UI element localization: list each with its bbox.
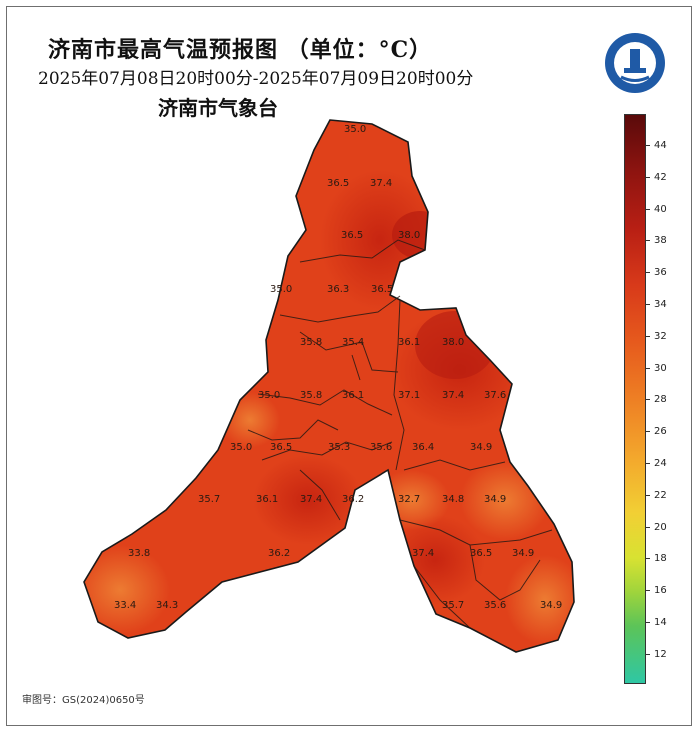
legend-tick-label: 32 xyxy=(646,331,667,342)
legend-tick-label: 44 xyxy=(646,140,667,151)
legend-tick-label: 24 xyxy=(646,458,667,469)
temperature-label: 35.3 xyxy=(328,442,350,453)
temperature-label: 36.1 xyxy=(342,390,364,401)
temperature-label: 37.4 xyxy=(412,548,434,559)
temperature-label: 35.0 xyxy=(258,390,280,401)
figure-frame xyxy=(6,6,692,726)
temperature-label: 34.3 xyxy=(156,600,178,611)
temperature-label: 34.8 xyxy=(442,494,464,505)
temperature-label: 37.4 xyxy=(370,178,392,189)
temperature-label: 34.9 xyxy=(470,442,492,453)
county-boundaries xyxy=(247,239,553,629)
temperature-label: 35.6 xyxy=(370,442,392,453)
temperature-label: 34.9 xyxy=(484,494,506,505)
legend-tick-label: 34 xyxy=(646,299,667,310)
temperature-label: 36.1 xyxy=(256,494,278,505)
temperature-labels: 35.0 36.5 37.4 36.5 38.0 35.0 36.3 36.5 35.8 35.4… xyxy=(114,124,562,611)
temperature-label: 33.4 xyxy=(114,600,136,611)
temperature-field xyxy=(84,120,574,652)
temperature-label: 35.6 xyxy=(484,600,506,611)
color-legend-bar xyxy=(624,114,646,684)
map-approval-number: 审图号：GS(2024)0650号 xyxy=(22,695,145,706)
legend-tick-label: 18 xyxy=(646,553,667,564)
temperature-label: 36.3 xyxy=(327,284,349,295)
temperature-label: 35.4 xyxy=(342,337,364,348)
temperature-label: 36.4 xyxy=(412,442,434,453)
legend-tick-label: 28 xyxy=(646,394,667,405)
forecast-period: 2025年07月08日20时00分-2025年07月09日20时00分 xyxy=(38,69,474,89)
legend-tick-label: 36 xyxy=(646,267,667,278)
temperature-label: 37.4 xyxy=(442,390,464,401)
legend-tick-label: 30 xyxy=(646,363,667,374)
temperature-label: 32.7 xyxy=(398,494,420,505)
legend-tick-label: 12 xyxy=(646,649,667,660)
temperature-label: 36.5 xyxy=(341,230,363,241)
temperature-label: 36.2 xyxy=(268,548,290,559)
temperature-label: 35.0 xyxy=(270,284,292,295)
legend-tick-label: 20 xyxy=(646,522,667,533)
issuing-organization: 济南市气象台 xyxy=(158,96,278,120)
temperature-label: 34.9 xyxy=(540,600,562,611)
temperature-label: 37.6 xyxy=(484,390,506,401)
temperature-label: 36.2 xyxy=(342,494,364,505)
temperature-label: 36.1 xyxy=(398,337,420,348)
legend-tick-label: 26 xyxy=(646,426,667,437)
legend-ticks: 44 42 40 38 36 34 32 30 28 26 24 22 20 18 16 14 12 xyxy=(646,114,676,684)
temperature-label: 37.4 xyxy=(300,494,322,505)
legend-tick-label: 14 xyxy=(646,617,667,628)
legend-tick-label: 40 xyxy=(646,204,667,215)
temperature-label: 33.8 xyxy=(128,548,150,559)
temperature-label: 35.7 xyxy=(198,494,220,505)
temperature-label: 36.5 xyxy=(470,548,492,559)
bureau-logo-icon xyxy=(605,33,665,93)
temperature-label: 34.9 xyxy=(512,548,534,559)
legend-tick-label: 42 xyxy=(646,172,667,183)
temperature-label: 36.5 xyxy=(327,178,349,189)
temperature-label: 36.5 xyxy=(371,284,393,295)
temperature-label: 37.1 xyxy=(398,390,420,401)
temperature-label: 36.5 xyxy=(270,442,292,453)
temperature-label: 35.0 xyxy=(230,442,252,453)
legend-tick-label: 22 xyxy=(646,490,667,501)
temperature-label: 35.8 xyxy=(300,390,322,401)
map-title: 济南市最高气温预报图 （单位：°C） xyxy=(48,37,433,63)
temperature-label: 38.0 xyxy=(442,337,464,348)
temperature-label: 35.0 xyxy=(344,124,366,135)
temperature-label: 35.7 xyxy=(442,600,464,611)
legend-tick-label: 16 xyxy=(646,585,667,596)
temperature-label: 38.0 xyxy=(398,230,420,241)
temperature-label: 35.8 xyxy=(300,337,322,348)
legend-tick-label: 38 xyxy=(646,235,667,246)
